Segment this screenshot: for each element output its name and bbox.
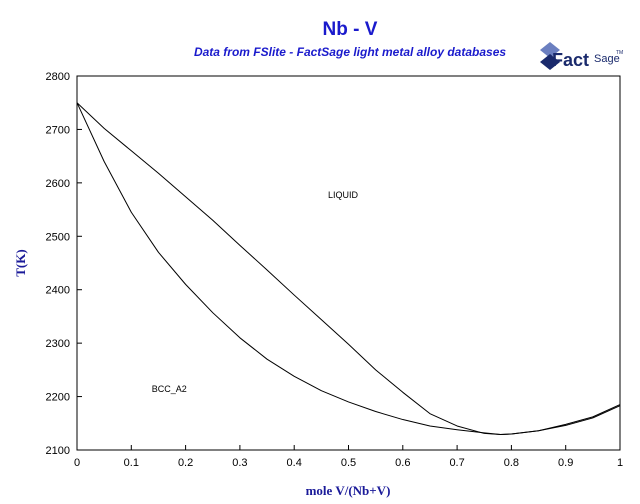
x-tick-label: 0.8 (504, 457, 519, 469)
y-axis-title: T(K) (13, 249, 28, 276)
region-labels: LIQUID BCC_A2 (152, 190, 359, 394)
region-label-bcc-a2: BCC_A2 (152, 384, 187, 394)
y-tick-label: 2100 (46, 445, 70, 457)
y-tick-label: 2800 (46, 71, 70, 83)
y-tick-label: 2300 (46, 338, 70, 350)
x-tick-label: 0.2 (178, 457, 193, 469)
x-tick-label: 0.9 (558, 457, 573, 469)
y-tick-label: 2400 (46, 285, 70, 297)
factsage-logo-suffix: Sage (594, 53, 620, 65)
y-axis: 2100 2200 2300 2400 2500 2600 2700 2800 (46, 71, 82, 457)
y-tick-label: 2200 (46, 392, 70, 404)
x-tick-label: 0.7 (449, 457, 464, 469)
x-tick-label: 0 (74, 457, 80, 469)
x-axis: 0 0.1 0.2 0.3 0.4 0.5 0.6 0.7 0.8 0.9 1 (74, 445, 623, 469)
factsage-logo-text: Fact (552, 50, 589, 70)
factsage-logo-tm: TM (616, 50, 623, 56)
factsage-logo-mark (540, 42, 560, 70)
y-tick-label: 2600 (46, 178, 70, 190)
x-tick-label: 0.4 (287, 457, 302, 469)
factsage-logo: Fact Sage TM (540, 42, 623, 70)
solidus-curve (76, 102, 621, 436)
chart-subtitle: Data from FSlite - FactSage light metal … (193, 45, 507, 59)
chart-title: Nb - V (322, 19, 378, 40)
phase-boundaries (76, 102, 621, 436)
x-axis-title: mole V/(Nb+V) (306, 483, 391, 498)
y-tick-label: 2500 (46, 231, 70, 243)
region-label-liquid: LIQUID (328, 190, 359, 200)
x-tick-label: 0.6 (395, 457, 410, 469)
x-tick-label: 0.5 (341, 457, 356, 469)
x-tick-label: 0.1 (124, 457, 139, 469)
plot-frame (76, 75, 621, 451)
x-tick-label: 1 (617, 457, 623, 469)
y-tick-label: 2700 (46, 124, 70, 136)
x-tick-label: 0.3 (232, 457, 247, 469)
